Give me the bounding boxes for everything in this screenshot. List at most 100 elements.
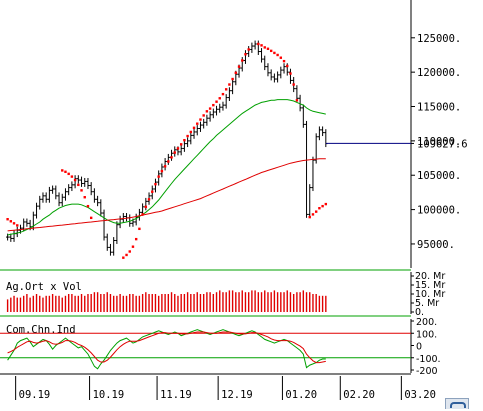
sar-dot [215, 100, 218, 103]
price-bar [272, 73, 276, 83]
sar-dot [221, 92, 225, 96]
x-tick-label: 11.19 [160, 389, 192, 401]
price-bar [214, 105, 219, 116]
moving-average-short-line [7, 99, 326, 236]
price-bar [266, 63, 270, 77]
price-bar [153, 178, 158, 193]
price-tick-label: 95000. [417, 239, 455, 251]
x-tick-label: 09.19 [19, 389, 51, 401]
price-bar [301, 104, 305, 128]
price-bar [34, 202, 39, 219]
sar-dot [273, 51, 276, 55]
price-bar [263, 55, 267, 71]
sar-dot [138, 227, 141, 231]
price-bar [311, 156, 315, 192]
sar-dot [241, 59, 244, 62]
sar-dot [183, 138, 186, 142]
sar-dot [228, 83, 231, 86]
price-bar [112, 237, 116, 256]
price-bar [31, 211, 35, 231]
price-bar [118, 215, 122, 229]
price-bar [314, 133, 318, 164]
price-bar [115, 221, 119, 244]
volume-tick-label: 0. [415, 307, 424, 318]
price-bar [134, 213, 138, 226]
price-bar [195, 125, 199, 136]
sar-dot [208, 107, 212, 110]
sar-dot [61, 169, 64, 172]
price-bar [169, 149, 174, 161]
price-bar [73, 175, 77, 189]
price-bar [198, 121, 203, 132]
sar-dot [234, 71, 238, 75]
price-bar [243, 50, 248, 64]
price-bar [240, 57, 244, 72]
sar-dot [122, 256, 125, 259]
oscillator-panel: Com.Chn.Ind -200-100.0 100.200. [0, 317, 441, 377]
sar-dot [314, 210, 318, 213]
price-bar [224, 94, 228, 109]
sar-dot [189, 130, 193, 134]
price-bar [189, 131, 193, 145]
price-bar [276, 71, 280, 83]
volume-tick-label: 15. Mr [415, 280, 445, 291]
price-bar [47, 186, 51, 203]
price-bar [250, 42, 254, 53]
oscillator-signal-line [7, 331, 326, 364]
oscillator-tick-label: 200. [416, 317, 437, 328]
price-bar [51, 185, 55, 194]
volume-tick-label: 10. Mr [415, 289, 445, 300]
sar-dot [263, 46, 266, 49]
price-bar [54, 185, 58, 200]
sar-dot [199, 118, 202, 121]
price-bar [208, 111, 212, 122]
oscillator-line [7, 329, 326, 370]
price-bar [79, 176, 84, 187]
price-bar [182, 140, 186, 152]
price-bar [76, 175, 80, 184]
price-bar [253, 40, 257, 50]
oscillator-tick-label: 0 [416, 342, 422, 353]
moving-average-long-line [7, 158, 326, 232]
sar-dot [147, 198, 151, 201]
sar-dot [9, 220, 13, 223]
price-bar [92, 188, 96, 203]
sar-dot [141, 213, 144, 216]
price-bar [256, 40, 260, 55]
price-bar [9, 233, 13, 242]
price-bar [86, 177, 90, 189]
price-bar [102, 209, 106, 241]
x-tick-label: 10.19 [93, 389, 125, 401]
sar-dot [231, 77, 234, 81]
price-bar [304, 120, 309, 218]
price-bar [317, 126, 321, 141]
sar-dot [128, 250, 131, 253]
sar-dot [282, 59, 286, 63]
chart-app-logo-icon[interactable] [445, 398, 469, 409]
volume-tick-label: 5. Mr [415, 298, 439, 309]
price-tick-label: 125000. [417, 33, 461, 45]
price-bar [279, 66, 283, 79]
x-tick-label: 12.19 [221, 389, 253, 401]
price-bar [41, 192, 45, 203]
x-tick-label: 02.20 [343, 389, 375, 401]
sar-dot [67, 172, 70, 176]
price-bar [63, 188, 68, 201]
price-bar [89, 182, 93, 196]
price-bar [282, 63, 286, 74]
price-bar [259, 48, 264, 63]
sar-dot [244, 53, 247, 56]
sar-dot [70, 175, 74, 178]
sar-dot [16, 224, 19, 227]
sar-dot [12, 222, 16, 225]
price-tick-label: 115000. [417, 102, 461, 114]
sar-dot [286, 64, 289, 68]
price-bar [108, 243, 113, 256]
price-bar [12, 230, 16, 242]
price-bar [192, 128, 196, 139]
sar-dot [170, 156, 173, 159]
price-bar [211, 108, 215, 119]
sar-dot [154, 182, 157, 186]
sar-dot [224, 88, 228, 91]
price-bar [163, 158, 167, 171]
